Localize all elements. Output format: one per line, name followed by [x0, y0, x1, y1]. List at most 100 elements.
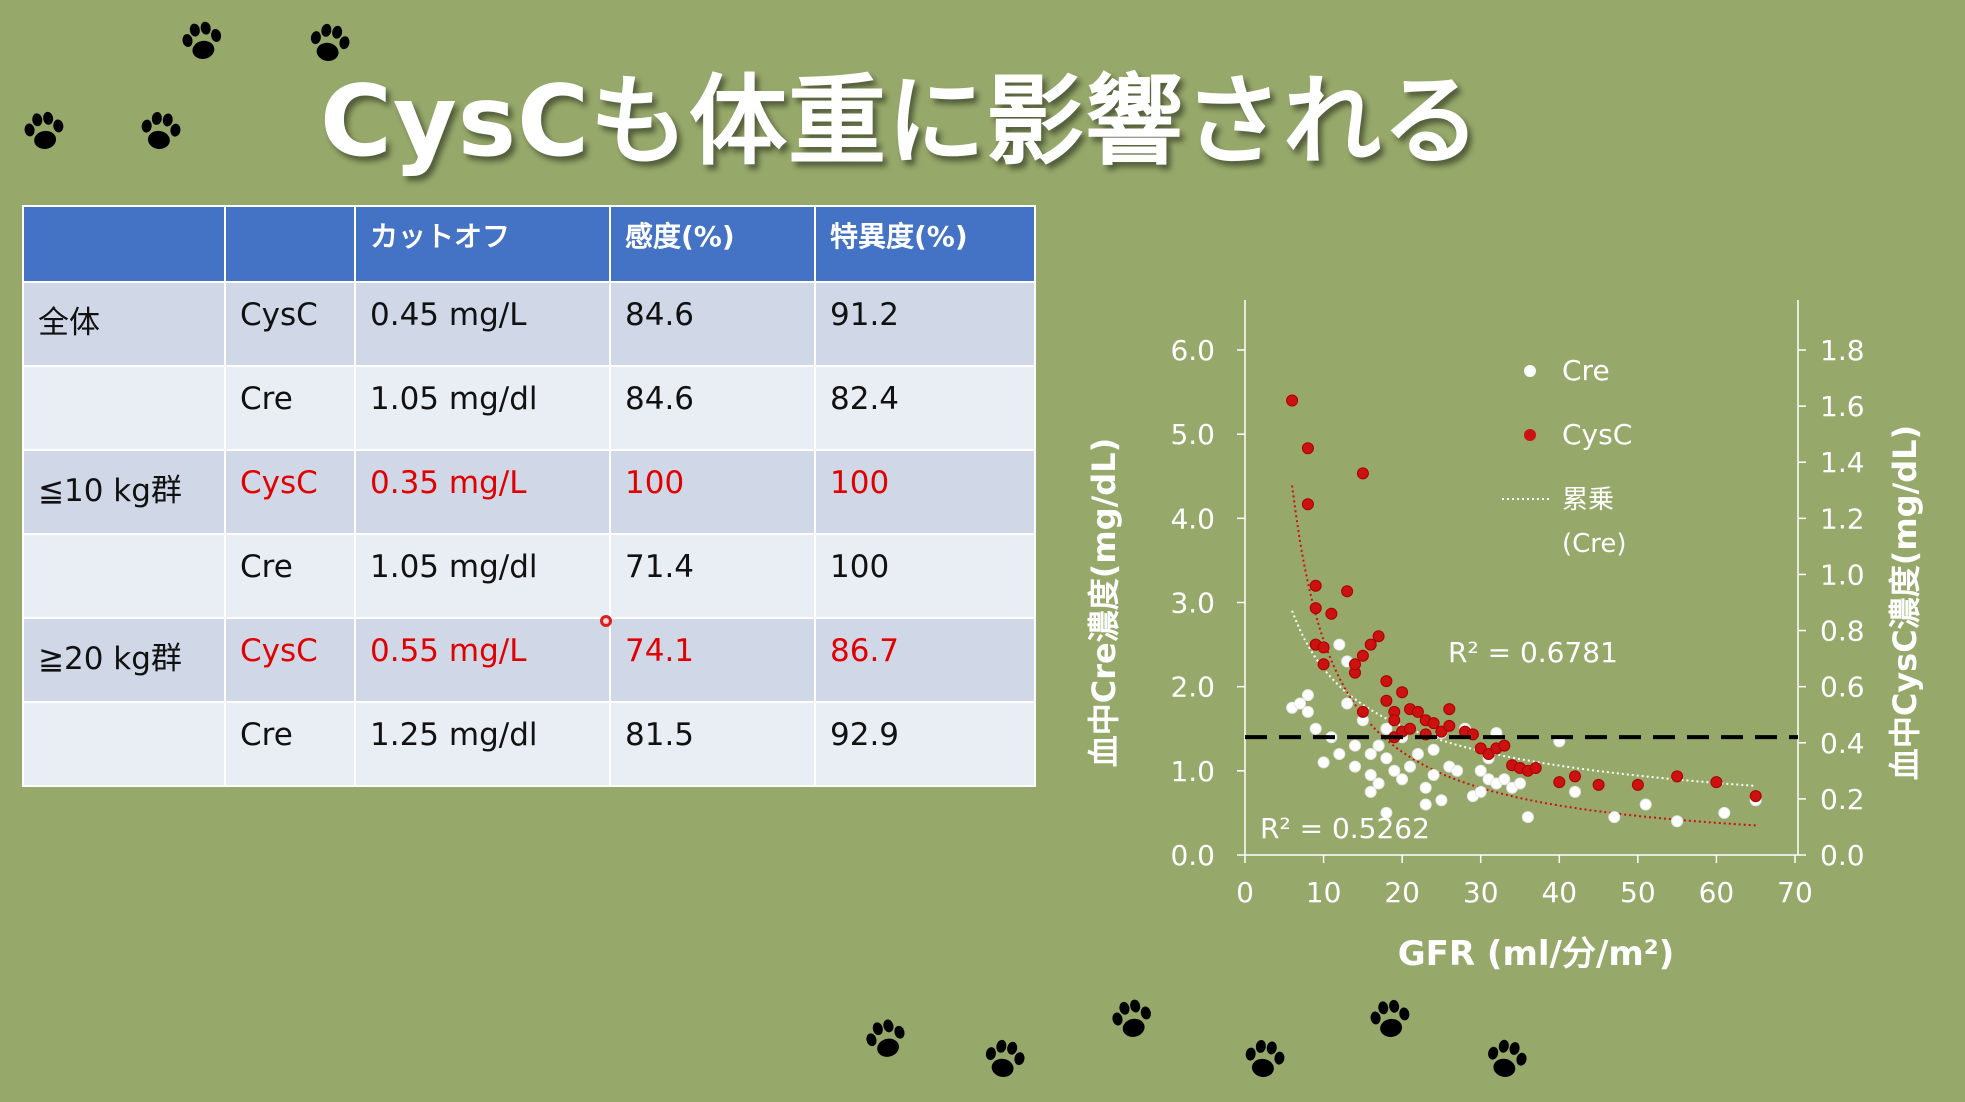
y2-tick-label: 0.2: [1820, 783, 1865, 816]
paw-print-icon: [174, 14, 230, 70]
header-sensitivity: 感度(%): [609, 205, 816, 283]
cysc-point: [1710, 776, 1723, 789]
table-row: 全体 CysC 0.45 mg/L 84.6 91.2: [22, 281, 1036, 367]
sensitivity-cell: 100: [609, 449, 816, 535]
cre-point: [1349, 760, 1361, 773]
cre-point: [1364, 769, 1377, 781]
cre-point: [1435, 794, 1448, 807]
y2-tick-label: 1.2: [1820, 502, 1865, 535]
y-tick-label: 5.0: [1170, 418, 1215, 451]
group-cell: ≦10 kg群: [22, 449, 226, 535]
cre-point: [1419, 798, 1432, 811]
cre-point: [1639, 798, 1652, 811]
paw-print-icon: [857, 1011, 916, 1070]
y-tick-label: 4.0: [1170, 502, 1215, 535]
cre-point: [1372, 777, 1385, 790]
marker-cell: Cre: [224, 365, 356, 451]
cre-point: [1333, 748, 1346, 760]
page-title: CysCも体重に影響される: [320, 65, 1482, 179]
cysc-point: [1388, 714, 1401, 727]
y-tick-label: 0.0: [1170, 839, 1215, 872]
cutoff-cell: 0.45 mg/L: [354, 281, 611, 367]
sensitivity-cell: 84.6: [609, 365, 816, 451]
x-axis-label: GFR (ml/分/m²): [1398, 934, 1674, 974]
paw-print-icon: [133, 105, 187, 159]
group-cell: [22, 701, 226, 787]
cre-point: [1427, 769, 1440, 781]
cysc-point: [1372, 630, 1385, 643]
r2-cysc-label: R² = 0.6781: [1448, 636, 1618, 669]
cre-point: [1301, 705, 1314, 718]
y2-tick-label: 1.0: [1820, 558, 1865, 591]
table-row: Cre 1.25 mg/dl 81.5 92.9: [22, 701, 1036, 787]
table-row: Cre 1.05 mg/dl 71.4 100: [22, 533, 1036, 619]
cysc-point: [1529, 762, 1542, 774]
y-tick-label: 2.0: [1170, 671, 1215, 704]
paw-print-icon: [976, 1032, 1032, 1088]
header-cutoff: カットオフ: [354, 205, 611, 283]
cre-point: [1514, 777, 1526, 790]
paw-print-icon: [1237, 1033, 1291, 1087]
specificity-cell: 91.2: [814, 281, 1036, 367]
cre-point: [1396, 773, 1409, 786]
x-tick-label: 0: [1236, 876, 1254, 909]
cysc-point: [1443, 719, 1456, 732]
cre-point: [1451, 764, 1464, 777]
cutoff-cell: 1.05 mg/dl: [354, 533, 611, 619]
y-tick-label: 3.0: [1170, 587, 1215, 620]
legend-trend-label: 累乗: [1562, 485, 1614, 515]
cysc-point: [1317, 641, 1330, 654]
cre-point: [1671, 815, 1684, 828]
x-tick-label: 60: [1699, 876, 1735, 909]
cre-point: [1608, 811, 1621, 824]
y2-tick-label: 0.0: [1820, 839, 1865, 872]
cysc-point: [1380, 675, 1393, 688]
cysc-point: [1317, 658, 1330, 671]
cre-point: [1569, 785, 1581, 798]
cre-point: [1309, 722, 1322, 735]
legend-trend-label: (Cre): [1562, 529, 1627, 559]
y-tick-label: 6.0: [1170, 334, 1215, 367]
group-cell: ≧20 kg群: [22, 617, 226, 703]
header-cell: [22, 205, 226, 283]
cre-point: [1364, 748, 1377, 760]
sensitivity-cell: 81.5: [609, 701, 816, 787]
marker-cell: CysC: [224, 281, 356, 367]
cysc-point: [1286, 394, 1299, 407]
y2-tick-label: 1.8: [1820, 334, 1865, 367]
x-tick-label: 70: [1777, 876, 1813, 909]
cysc-point: [1631, 778, 1644, 791]
cysc-point: [1364, 638, 1377, 651]
header-cell: [224, 205, 356, 283]
cre-point: [1380, 722, 1393, 735]
sensitivity-cell: 84.6: [609, 281, 816, 367]
cysc-point: [1404, 722, 1416, 735]
cre-point: [1388, 764, 1401, 777]
specificity-cell: 82.4: [814, 365, 1036, 451]
gfr-scatter-chart: 0.0 1.0 2.0 3.0 4.0 5.0 6.0 0.0 0.2 0.4 0.6 0.8 1.0 1…: [1085, 300, 1924, 974]
x-tick-label: 50: [1620, 876, 1656, 909]
paw-print-icon: [1363, 993, 1417, 1047]
cysc-point: [1309, 579, 1322, 592]
marker-cell: CysC: [224, 617, 356, 703]
cre-point: [1498, 773, 1511, 786]
table-header-row: カットオフ 感度(%) 特異度(%): [22, 205, 1036, 283]
sensitivity-cell: 71.4: [609, 533, 816, 619]
cysc-point: [1569, 770, 1581, 783]
cre-point: [1301, 689, 1314, 702]
cysc-point: [1349, 658, 1361, 671]
paw-print-icon: [301, 16, 357, 72]
cysc-point: [1356, 649, 1369, 662]
cutoff-cell: 0.35 mg/L: [354, 449, 611, 535]
header-specificity: 特異度(%): [814, 205, 1036, 283]
cre-point: [1341, 697, 1354, 710]
cutoff-cell: 1.05 mg/dl: [354, 365, 611, 451]
y2-tick-label: 0.8: [1820, 615, 1865, 648]
cutoff-cell: 0.55 mg/L: [354, 617, 611, 703]
cysc-point: [1325, 607, 1338, 620]
cysc-point: [1553, 776, 1566, 789]
y2-tick-label: 1.6: [1820, 390, 1865, 423]
sensitivity-cell: 74.1: [609, 617, 816, 703]
y2-axis-label: 血中CysC濃度(mg/dL): [1886, 425, 1924, 780]
specificity-cell: 92.9: [814, 701, 1036, 787]
